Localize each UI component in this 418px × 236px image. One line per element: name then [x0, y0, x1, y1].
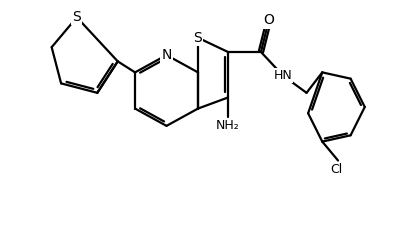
- Text: S: S: [194, 31, 202, 45]
- Text: O: O: [263, 13, 274, 27]
- Text: NH₂: NH₂: [216, 119, 240, 132]
- Text: Cl: Cl: [330, 163, 343, 177]
- Text: S: S: [72, 10, 81, 24]
- Text: HN: HN: [273, 69, 292, 82]
- Text: N: N: [161, 48, 172, 62]
